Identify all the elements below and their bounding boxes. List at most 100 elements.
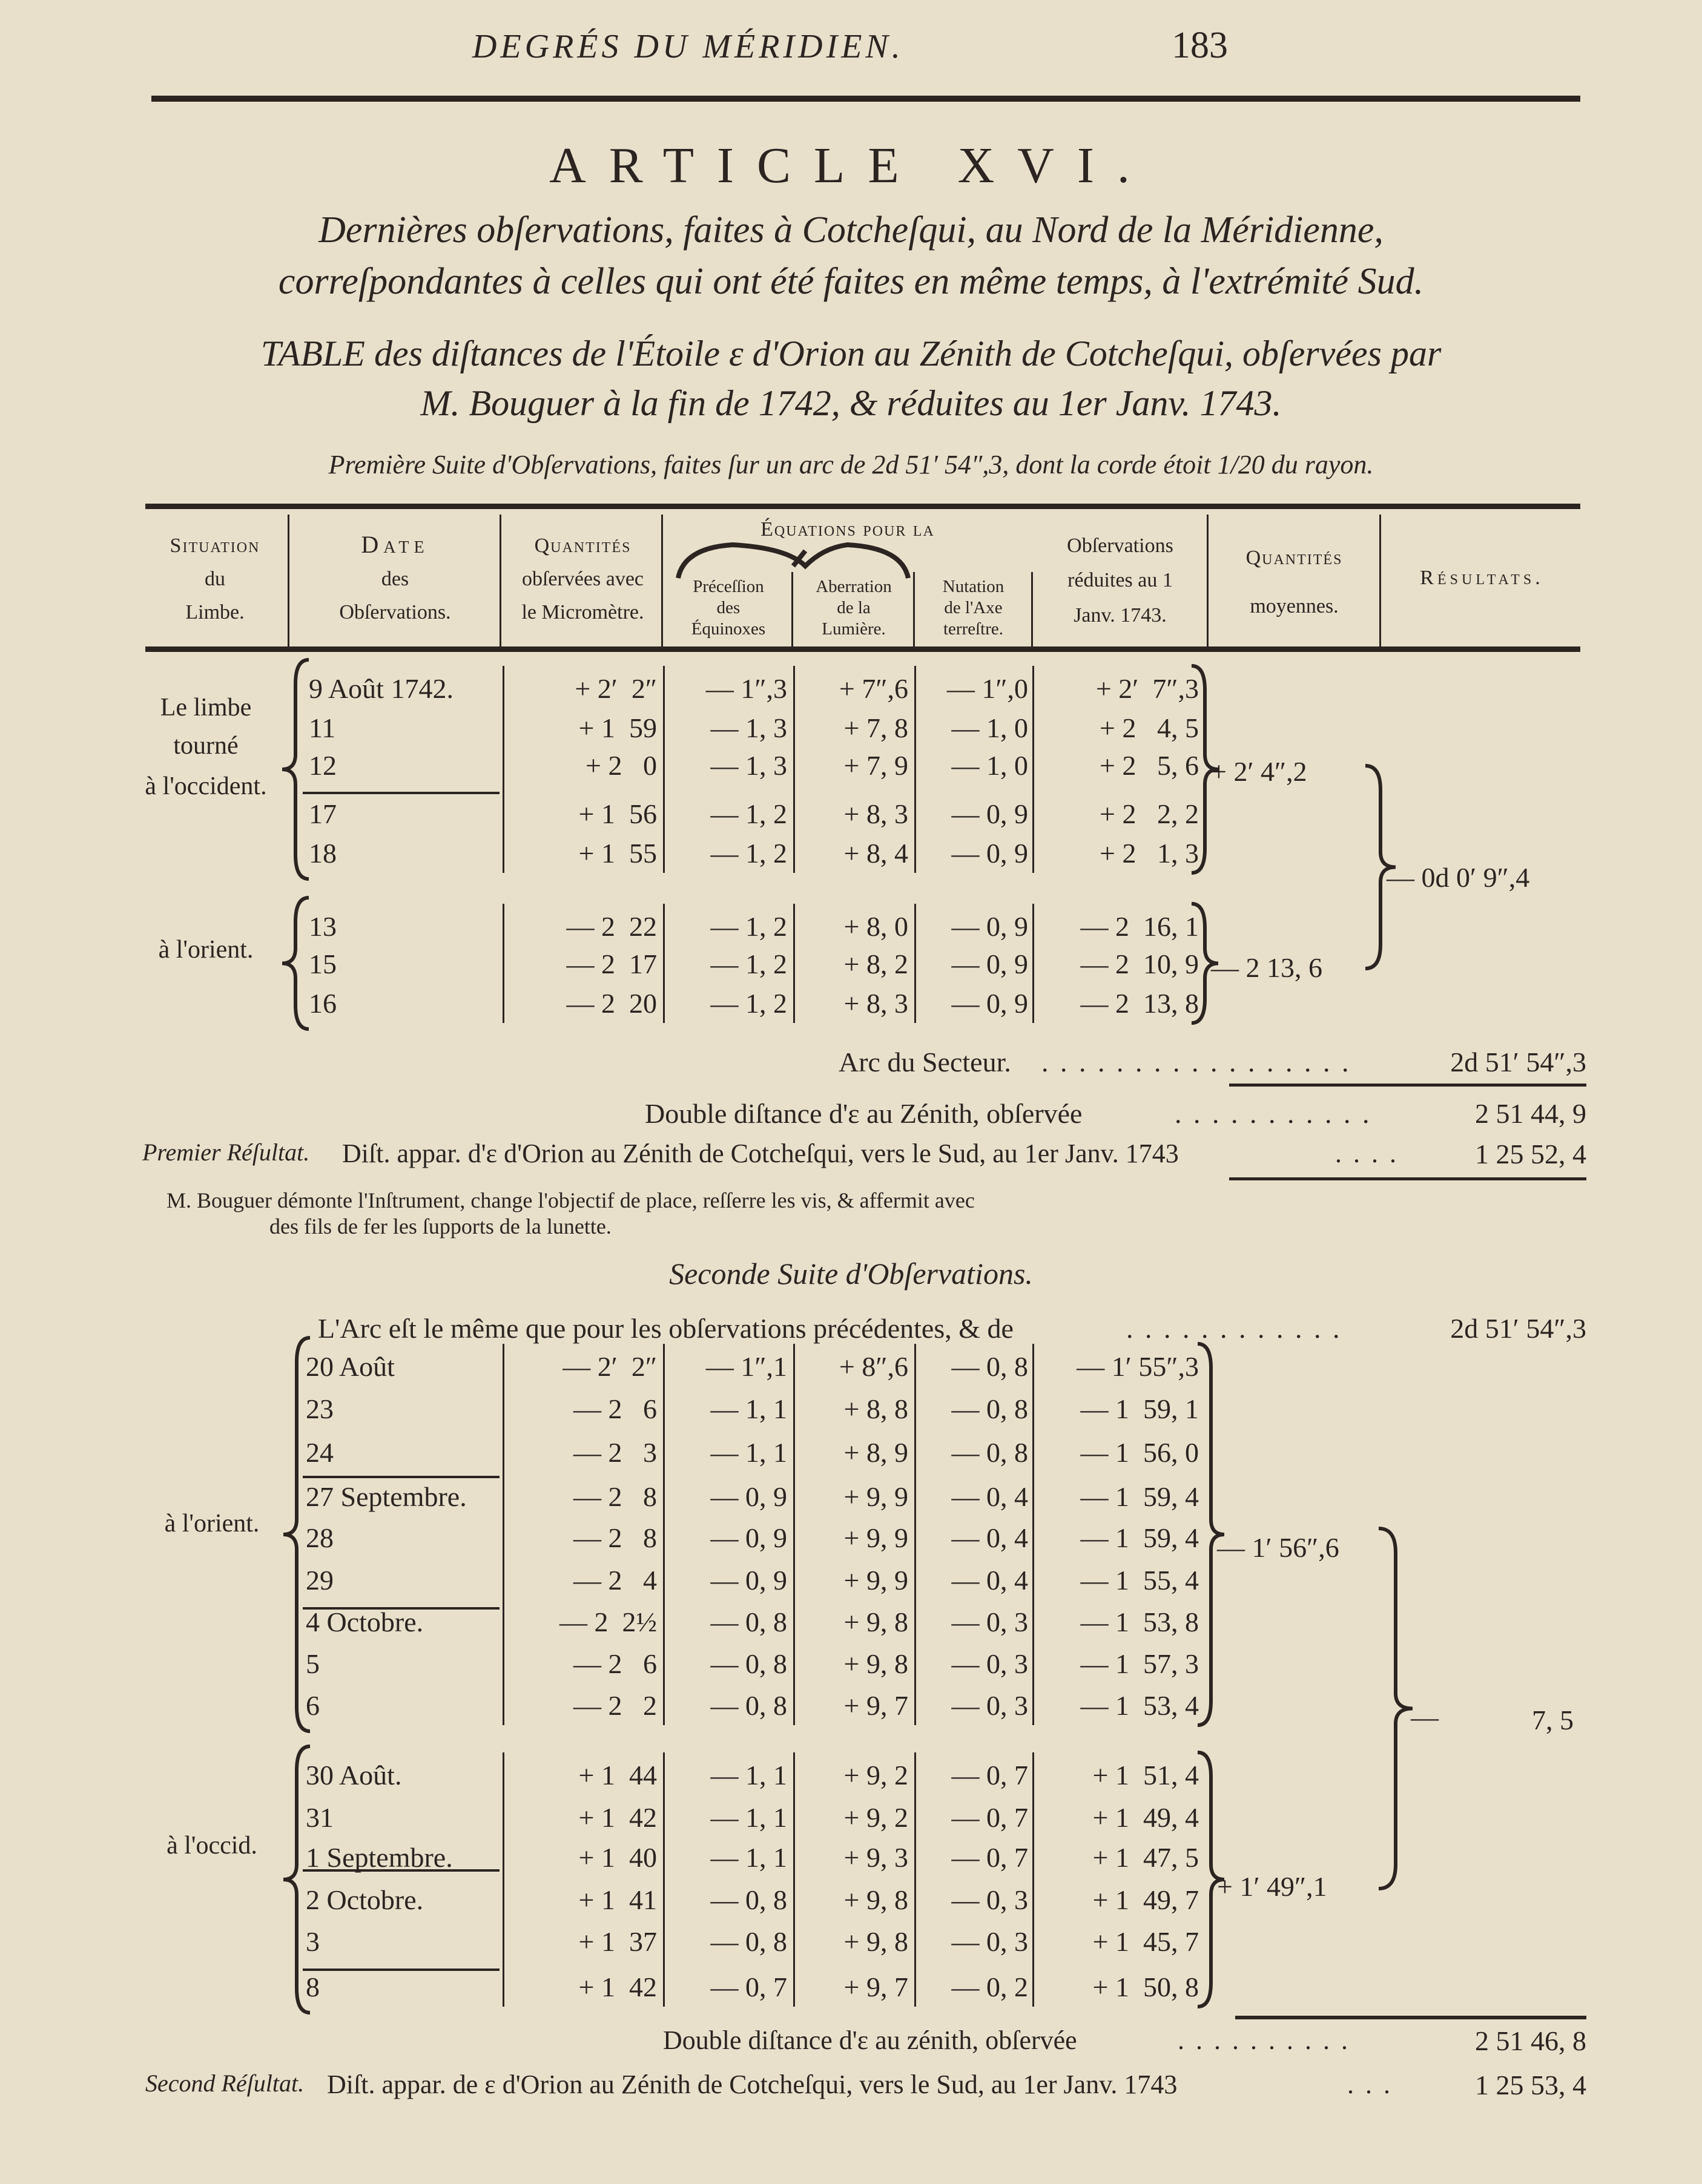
prec-cell: — 1″,1	[705, 1351, 787, 1382]
aber-cell: + 9, 9	[843, 1522, 908, 1553]
prec-cell: — 0, 8	[710, 1884, 788, 1915]
column-divider	[1379, 515, 1381, 646]
red-cell: + 2′ 7″,3	[1095, 673, 1199, 704]
situation-label: Le limbe	[160, 694, 252, 722]
qty-cell: — 2 3	[573, 1437, 657, 1468]
leader-dots: . . . . . . . . . .	[1178, 2025, 1350, 2055]
column-divider	[793, 904, 795, 1023]
leader-dots: . . . . . . . . . . . . . . . . .	[1041, 1047, 1351, 1077]
column-divider	[793, 1344, 795, 1725]
second-result-value: 7, 5	[1532, 1705, 1574, 1735]
leader-dots: . . . . . . . . . . . .	[1126, 1313, 1342, 1344]
aber-cell: + 8, 2	[843, 949, 908, 979]
date-cell: 9 Août 1742.	[309, 673, 454, 704]
second-arc-value: 2d 51′ 54″,3	[1450, 1313, 1586, 1344]
prec-cell: — 1, 2	[710, 949, 788, 979]
running-head-title: DEGRÉS DU MÉRIDIEN.	[472, 28, 904, 65]
col-equations-title: Équations pour la	[760, 518, 935, 541]
qty-cell: + 2′ 2″	[575, 673, 657, 704]
aber-cell: + 8, 4	[843, 838, 908, 869]
red-cell: — 2 10, 9	[1080, 949, 1199, 979]
col-nutation-l3: terreſtre.	[943, 619, 1003, 639]
aber-cell: + 7″,6	[839, 673, 908, 704]
mean-first-orient: — 2 13, 6	[1211, 952, 1322, 983]
date-cell: 18	[309, 838, 337, 869]
date-separator	[303, 792, 500, 794]
aber-cell: + 9, 2	[843, 1760, 908, 1791]
prec-cell: — 0, 7	[710, 1972, 788, 2002]
qty-cell: — 2 8	[573, 1481, 657, 1512]
table-header-bottom-rule	[145, 646, 1580, 652]
date-cell: 24	[306, 1437, 334, 1468]
situation-label: à l'orient.	[158, 936, 254, 964]
column-divider	[913, 572, 915, 646]
column-divider	[503, 1752, 504, 2007]
leader-dots: . . . .	[1335, 1139, 1399, 1168]
qty-cell: — 2 22	[566, 911, 658, 942]
nut-cell: — 1, 0	[951, 750, 1029, 781]
date-cell: 13	[309, 911, 337, 942]
nut-cell: — 0, 7	[951, 1760, 1029, 1791]
column-divider	[663, 904, 665, 1023]
red-cell: + 1 47, 5	[1092, 1842, 1199, 1873]
nut-cell: — 0, 9	[951, 911, 1029, 942]
red-cell: + 1 45, 7	[1092, 1926, 1199, 1957]
column-divider	[1032, 904, 1034, 1023]
column-divider	[1207, 515, 1209, 646]
mean-second-orient: — 1′ 56″,6	[1217, 1532, 1339, 1563]
nut-cell: — 1, 0	[951, 712, 1029, 743]
qty-cell: — 2 2½	[559, 1607, 657, 1637]
date-separator	[303, 1969, 500, 1971]
aber-cell: + 9, 7	[843, 1690, 908, 1721]
col-precession-l1: Préceſſion	[693, 577, 764, 596]
red-cell: — 1 59, 4	[1080, 1481, 1199, 1512]
prec-cell: — 0, 9	[710, 1481, 788, 1512]
qty-cell: + 1 42	[578, 1972, 657, 2002]
arc-du-secteur-label: Arc du Secteur.	[839, 1047, 1011, 1077]
date-cell: 12	[309, 750, 337, 781]
col-aberration-l2: de la	[837, 598, 871, 617]
leader-dots: . . . . . . . . . . .	[1175, 1098, 1372, 1129]
nut-cell: — 0, 3	[951, 1926, 1029, 1957]
date-cell: 6	[306, 1690, 320, 1721]
date-cell: 4 Octobre.	[306, 1607, 424, 1637]
prec-cell: — 1, 2	[710, 798, 788, 829]
column-divider	[500, 515, 501, 646]
aber-cell: + 8, 3	[843, 798, 908, 829]
premier-resultat-text: Diſt. appar. d'ε d'Orion au Zénith de Co…	[342, 1139, 1179, 1168]
date-cell: 11	[309, 712, 336, 743]
second-double-value: 2 51 46, 8	[1475, 2025, 1586, 2056]
col-precession-l3: Équinoxes	[691, 619, 766, 639]
column-divider	[914, 666, 916, 873]
prec-cell: — 1, 1	[710, 1437, 788, 1468]
aber-cell: + 8, 0	[843, 911, 908, 942]
red-cell: — 1′ 55″,3	[1077, 1351, 1199, 1382]
red-cell: + 1 50, 8	[1092, 1972, 1199, 2002]
column-divider	[1032, 666, 1034, 873]
situation-label: à l'orient.	[164, 1510, 260, 1538]
date-cell: 3	[306, 1926, 320, 1957]
aber-cell: + 9, 7	[843, 1972, 908, 2002]
column-divider	[791, 572, 793, 646]
red-cell: + 1 51, 4	[1092, 1760, 1199, 1791]
red-cell: — 2 16, 1	[1080, 911, 1199, 942]
table-top-rule	[145, 504, 1580, 509]
column-divider	[914, 1344, 916, 1725]
prec-cell: — 0, 8	[710, 1926, 788, 1957]
second-arc-label: L'Arc eſt le même que pour les obſervati…	[318, 1313, 1014, 1344]
column-divider	[503, 666, 504, 873]
date-cell: 16	[309, 988, 337, 1019]
aber-cell: + 8, 3	[843, 988, 908, 1019]
column-divider	[1031, 572, 1033, 646]
column-divider	[663, 1752, 665, 2007]
col-date-l3: Obſervations.	[339, 601, 451, 623]
sum-rule	[1229, 1084, 1586, 1087]
second-double-label: Double diſtance d'ε au zénith, obſervée	[663, 2025, 1077, 2055]
qty-cell: — 2 8	[573, 1522, 657, 1553]
col-aberration-l3: Lumière.	[822, 619, 886, 639]
aber-cell: + 8, 9	[843, 1437, 908, 1468]
column-divider	[914, 1752, 916, 2007]
red-cell: + 2 4, 5	[1100, 712, 1199, 743]
col-reduites-l3: Janv. 1743.	[1074, 604, 1167, 627]
